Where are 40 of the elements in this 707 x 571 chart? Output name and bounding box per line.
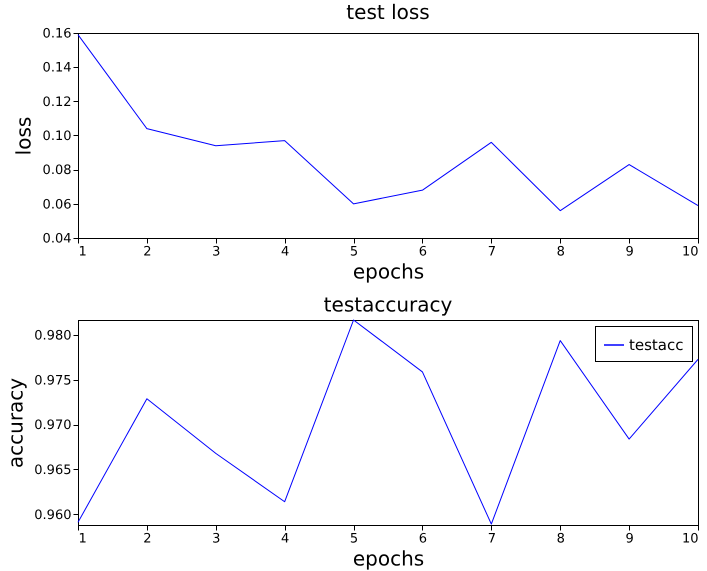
chart-title: testaccuracy	[324, 292, 452, 316]
x-axis-title: epochs	[352, 546, 424, 570]
x-tick-label: 4	[281, 244, 290, 260]
x-tick-label: 1	[78, 244, 87, 260]
x-tick-label: 2	[143, 532, 152, 546]
x-tick-label: 3	[212, 244, 220, 260]
y-tick-label: 0.10	[42, 129, 72, 144]
y-tick-label: 0.04	[42, 232, 72, 246]
line-series	[78, 34, 698, 212]
y-tick-label: 0.965	[34, 463, 72, 478]
y-tick-label: 0.06	[42, 197, 72, 212]
x-tick-label: 9	[625, 244, 634, 260]
x-tick-label: 7	[488, 532, 496, 546]
x-tick-label: 7	[488, 244, 496, 260]
y-tick-label: 0.975	[34, 373, 72, 388]
y-tick-label: 0.14	[42, 60, 72, 76]
x-tick-label: 1	[78, 532, 87, 546]
x-tick-label: 8	[556, 532, 565, 546]
legend-label: testacc	[629, 336, 684, 354]
x-tick-label: 6	[418, 532, 428, 546]
y-tick-label: 0.980	[34, 328, 72, 344]
y-axis-title: loss	[12, 116, 36, 156]
chart-title: test loss	[346, 0, 430, 24]
y-tick-label: 0.12	[42, 94, 72, 110]
x-tick-label: 5	[350, 244, 358, 260]
y-axis-title: accuracy	[3, 378, 28, 468]
y-tick-label: 0.960	[34, 508, 72, 523]
x-tick-label: 3	[212, 532, 220, 546]
x-axis-title: epochs	[352, 260, 424, 284]
y-tick-label: 0.16	[42, 26, 72, 42]
x-tick-label: 6	[418, 244, 428, 260]
y-tick-label: 0.970	[34, 418, 72, 434]
x-tick-label: 10	[682, 244, 698, 260]
x-tick-label: 10	[682, 532, 698, 546]
x-tick-label: 8	[556, 244, 565, 260]
x-tick-label: 9	[625, 532, 634, 546]
x-tick-label: 2	[143, 244, 152, 260]
x-tick-label: 4	[281, 532, 290, 546]
y-tick-label: 0.08	[42, 163, 72, 178]
x-tick-label: 5	[350, 532, 358, 546]
